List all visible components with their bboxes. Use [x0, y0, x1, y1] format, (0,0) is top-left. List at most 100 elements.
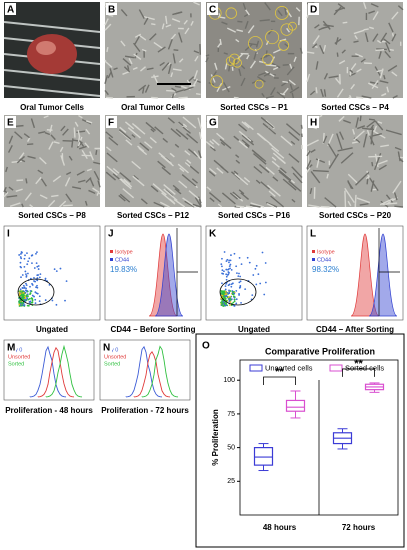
- panel-caption: Sorted CSCs – P20: [319, 211, 392, 220]
- cell: [359, 202, 369, 206]
- cell: [391, 71, 398, 77]
- event: [226, 258, 229, 261]
- event: [27, 298, 30, 301]
- event: [227, 268, 229, 271]
- panel-letter: C: [209, 5, 216, 16]
- event: [24, 270, 27, 273]
- histogram: [368, 233, 398, 317]
- event: [31, 262, 33, 265]
- cell: [108, 14, 114, 17]
- cell: [238, 68, 242, 77]
- cell: [9, 202, 21, 208]
- cell: [195, 92, 201, 96]
- cell: [385, 129, 402, 136]
- cell: [197, 150, 202, 159]
- cell: [128, 58, 133, 65]
- dish-ring: [3, 21, 101, 33]
- cell: [293, 56, 297, 63]
- cell: [232, 191, 242, 200]
- cell: [119, 126, 127, 133]
- letter-box: [106, 227, 117, 239]
- panel-letter: M: [7, 343, 15, 354]
- cell: [71, 138, 74, 148]
- event: [229, 259, 232, 262]
- cell: [89, 151, 94, 161]
- legend-label: CD44: [115, 257, 129, 263]
- cell: [253, 165, 263, 174]
- event: [238, 272, 240, 275]
- histogram: [125, 345, 163, 398]
- histogram: [29, 345, 67, 398]
- letter-box: [5, 341, 16, 353]
- cell: [208, 167, 217, 175]
- panel-caption: CD44 – Before Sorting: [111, 325, 196, 334]
- cell: [247, 25, 255, 34]
- cell: [256, 75, 266, 83]
- event: [27, 272, 29, 275]
- cell: [105, 146, 112, 152]
- panel-letter: G: [209, 118, 217, 129]
- cell: [193, 150, 202, 160]
- cell: [131, 134, 136, 138]
- cell: [145, 121, 156, 132]
- letter-box: [5, 3, 16, 15]
- event: [223, 251, 226, 253]
- cell: [378, 51, 382, 59]
- event: [229, 290, 232, 292]
- cell: [106, 46, 109, 53]
- cell: [262, 122, 269, 129]
- event: [26, 293, 29, 296]
- event: [246, 256, 249, 259]
- cell: [40, 178, 47, 187]
- cell: [183, 86, 194, 92]
- cell: [104, 74, 109, 84]
- cell: [368, 10, 375, 14]
- cell: [174, 188, 182, 195]
- cell: [27, 137, 31, 143]
- cell: [379, 197, 394, 206]
- event: [38, 276, 41, 279]
- cell: [173, 198, 186, 208]
- cell: [285, 123, 301, 136]
- histogram: [133, 351, 171, 398]
- cell: [171, 18, 181, 23]
- event: [225, 268, 228, 271]
- cell: [191, 178, 198, 184]
- cell: [122, 71, 130, 75]
- event: [19, 290, 22, 292]
- cell: [161, 23, 165, 30]
- event: [236, 272, 238, 275]
- cell: [197, 117, 202, 129]
- panel-frame: [195, 333, 405, 548]
- percent-label: 19.83%: [110, 265, 137, 274]
- event: [223, 295, 225, 298]
- colony: [254, 79, 264, 89]
- event: [235, 265, 238, 268]
- event: [232, 291, 234, 293]
- cell: [255, 40, 260, 48]
- event: [235, 298, 238, 301]
- cell: [124, 121, 135, 130]
- cell: [244, 43, 253, 52]
- cell: [125, 139, 133, 146]
- cell: [119, 130, 132, 141]
- event: [21, 298, 24, 301]
- event: [20, 301, 23, 304]
- cell: [242, 2, 247, 10]
- letter-box: [101, 341, 112, 353]
- cell: [323, 24, 334, 28]
- colony: [275, 6, 289, 20]
- cell: [279, 167, 287, 174]
- cell: [349, 94, 352, 99]
- cell: [127, 127, 141, 139]
- event: [36, 284, 38, 287]
- cell: [178, 180, 188, 189]
- cell: [76, 130, 86, 133]
- event: [18, 300, 21, 302]
- y-tick-label: 100: [223, 377, 235, 384]
- cell: [150, 128, 155, 133]
- cell: [268, 190, 276, 197]
- cell: [370, 124, 375, 130]
- event: [25, 284, 28, 287]
- cell: [182, 123, 188, 128]
